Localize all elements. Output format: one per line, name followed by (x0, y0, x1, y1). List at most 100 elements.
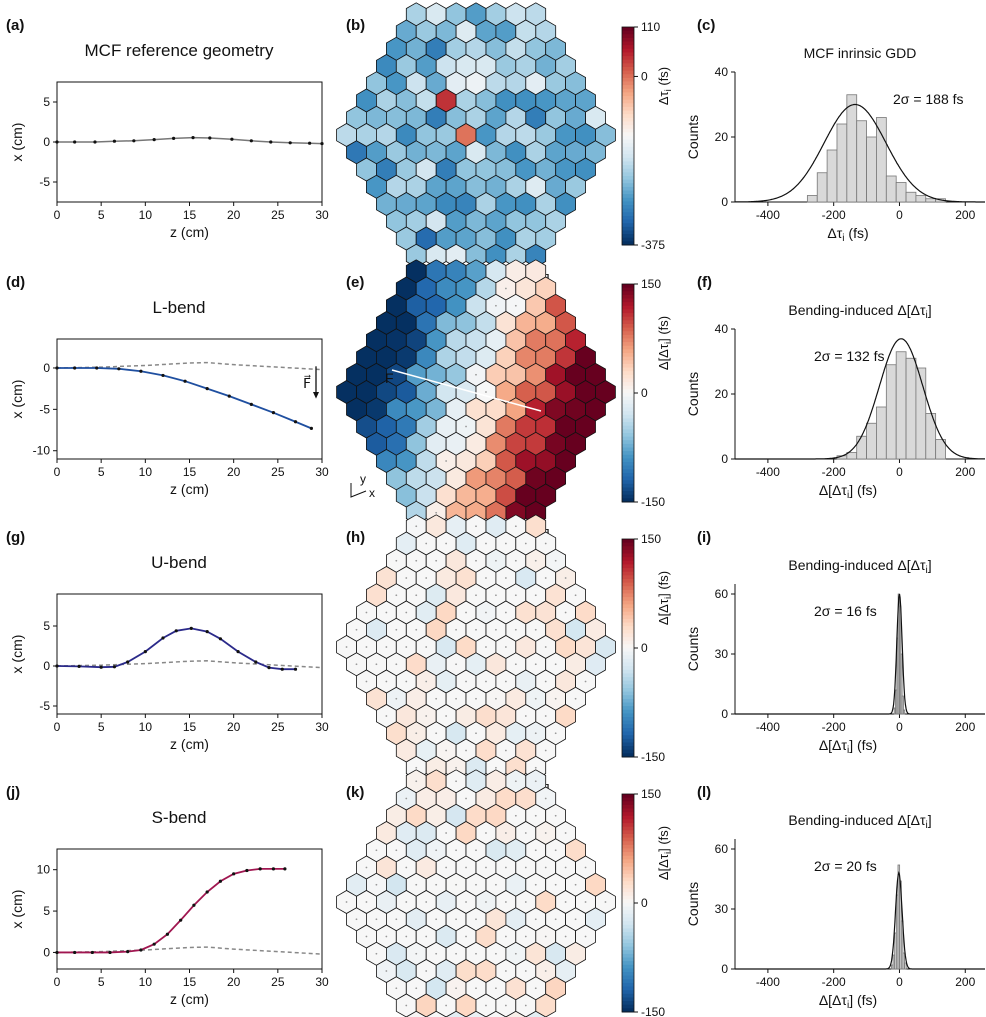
series-point (280, 667, 284, 671)
series-point (139, 369, 143, 373)
colorbar-segment (622, 186, 634, 191)
cell-dot (455, 918, 457, 921)
cell-dot (445, 715, 448, 717)
series-point (236, 650, 240, 654)
cell-dot (574, 697, 577, 700)
x-tick-label: 15 (183, 720, 197, 734)
colorbar-segment (622, 604, 634, 609)
colorbar-segment (622, 870, 634, 875)
colorbar-segment (622, 284, 634, 289)
histogram-bar (905, 357, 917, 460)
y-tick-label: 10 (37, 863, 51, 877)
colorbar-segment (622, 975, 634, 980)
sigma-annotation: 2σ = 16 fs (814, 603, 877, 619)
cell-dot (435, 511, 438, 514)
cell-dot (455, 987, 457, 990)
colorbar-tick-label: 0 (641, 896, 648, 910)
colorbar-segment (622, 586, 634, 591)
x-tick-label: -400 (756, 208, 780, 222)
series-point (139, 948, 143, 952)
x-tick-label: 10 (139, 975, 153, 989)
geometry-title: S-bend (152, 808, 207, 827)
cell-dot (485, 542, 487, 545)
colorbar-segment (622, 103, 634, 108)
cell-dot (564, 901, 567, 903)
colorbar-segment (622, 844, 634, 849)
x-tick-label: 0 (896, 208, 903, 222)
x-tick-label: -200 (822, 975, 846, 989)
geometry-plot-d: 0 5 10 15 20 25 30 -10 -5 0 z (cm) x (cm) F⃗ (9, 338, 329, 497)
series-point (183, 379, 187, 383)
colorbar-segment (622, 539, 634, 544)
colorbar-segment (622, 611, 634, 616)
cell-dot (514, 304, 517, 307)
colorbar-tick-label: 150 (641, 787, 661, 801)
colorbar-segment (622, 815, 634, 820)
hex-map-e (336, 259, 616, 525)
colorbar-segment (622, 230, 634, 235)
series-point (320, 142, 324, 146)
colorbar-segment (622, 331, 634, 336)
cell-dot (544, 970, 547, 972)
series-point (293, 667, 298, 671)
cell-dot (495, 952, 497, 955)
colorbar-segment (622, 706, 634, 711)
colorbar-segment (622, 389, 634, 394)
histogram-bar (866, 422, 877, 460)
colorbar-segment (622, 212, 634, 217)
x-tick-label: 5 (98, 975, 105, 989)
colorbar-segment (622, 414, 634, 419)
colorbar-segment (622, 972, 634, 977)
colorbar-segment (622, 593, 634, 598)
colorbar-segment (622, 669, 634, 674)
colorbar-segment (622, 298, 634, 303)
colorbar-segment (622, 881, 634, 886)
gaussian-fit-curve (735, 338, 985, 460)
series-point (95, 366, 99, 370)
colorbar-segment (622, 219, 634, 224)
cell-dot (504, 970, 507, 972)
series-point (73, 140, 77, 144)
cell-dot (385, 646, 388, 648)
colorbar-segment (622, 353, 634, 358)
series-point (117, 367, 121, 371)
cell-dot (544, 797, 547, 800)
cell-dot (475, 952, 477, 955)
series-point (108, 950, 112, 955)
geometry-title: L-bend (153, 298, 206, 317)
colorbar-segment (622, 698, 634, 703)
colorbar-segment (622, 334, 634, 339)
cell-dot (445, 832, 448, 834)
colorbar-segment (622, 564, 634, 569)
colorbar-segment (622, 921, 634, 926)
cell-dot (395, 663, 398, 666)
colorbar-segment (622, 74, 634, 79)
cell-dot (584, 680, 587, 683)
x-tick-label: 25 (271, 720, 285, 734)
colorbar-segment (622, 197, 634, 202)
colorbar-segment (622, 589, 634, 594)
cell-dot (564, 832, 567, 834)
cell-dot (495, 594, 497, 597)
colorbar-segment (622, 666, 634, 671)
series-line-reference (57, 136, 323, 145)
y-tick-label: 5 (43, 95, 50, 109)
y-axis-label: Counts (685, 115, 701, 159)
colorbar-segment (622, 997, 634, 1002)
colorbar-segment (622, 168, 634, 173)
cell-dot (405, 935, 408, 938)
gaussian-fit-curve (735, 103, 985, 203)
histogram-bar (901, 695, 904, 715)
cell-dot (415, 952, 418, 955)
x-tick-label: -400 (756, 975, 780, 989)
series-point (271, 411, 276, 415)
colorbar-segment (622, 742, 634, 747)
series-point (172, 136, 176, 140)
colorbar-segment (622, 99, 634, 104)
colorbar-segment (622, 863, 634, 868)
x-tick-label: 10 (139, 465, 153, 479)
colorbar-segment (622, 458, 634, 463)
cell-dot (465, 901, 467, 903)
colorbar-segment (622, 913, 634, 919)
colorbar-segment (622, 709, 634, 714)
